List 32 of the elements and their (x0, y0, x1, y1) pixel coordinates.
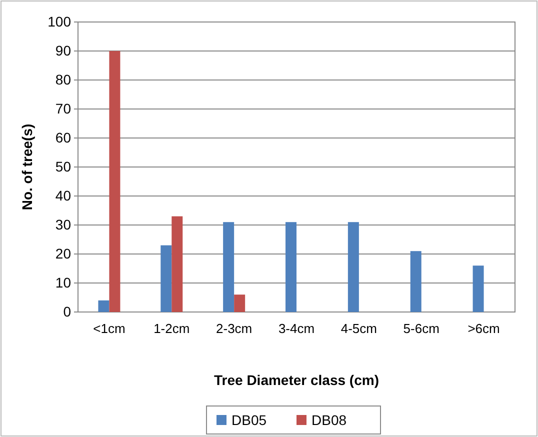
x-tick-label: 1-2cm (154, 321, 190, 336)
y-tick-label: 0 (63, 303, 72, 320)
x-tick-label: <1cm (93, 321, 126, 336)
x-tick-label: >6cm (468, 321, 500, 336)
bar (98, 300, 110, 312)
bar (472, 266, 484, 312)
bar (286, 222, 296, 312)
y-tick-label: 100 (48, 13, 72, 30)
bar (348, 222, 359, 312)
y-axis-title: No. of tree(s) (19, 124, 35, 210)
y-tick-label: 30 (55, 216, 72, 232)
x-tick-label: 5-6cm (403, 321, 440, 336)
y-tick-label: 70 (55, 100, 72, 116)
bar (172, 216, 183, 312)
y-tick-label: 20 (55, 245, 72, 262)
x-axis-title: Tree Diameter class (cm) (214, 372, 379, 388)
y-tick-label: 60 (55, 129, 72, 146)
bar (234, 294, 246, 312)
bar (109, 51, 120, 312)
x-tick-label: 3-4cm (278, 321, 315, 336)
x-tick-label: 4-5cm (340, 321, 377, 336)
y-tick-label: 10 (55, 274, 72, 290)
x-tick-label: 2-3cm (216, 321, 252, 336)
bar (223, 222, 234, 312)
legend-label: DB05 (232, 412, 267, 428)
y-tick-label: 50 (55, 158, 72, 174)
legend-label: DB08 (312, 412, 347, 428)
y-tick-label: 40 (55, 187, 72, 204)
bar (160, 245, 172, 312)
y-tick-label: 80 (55, 71, 72, 88)
bar (410, 251, 422, 312)
y-tick-label: 90 (55, 42, 72, 58)
